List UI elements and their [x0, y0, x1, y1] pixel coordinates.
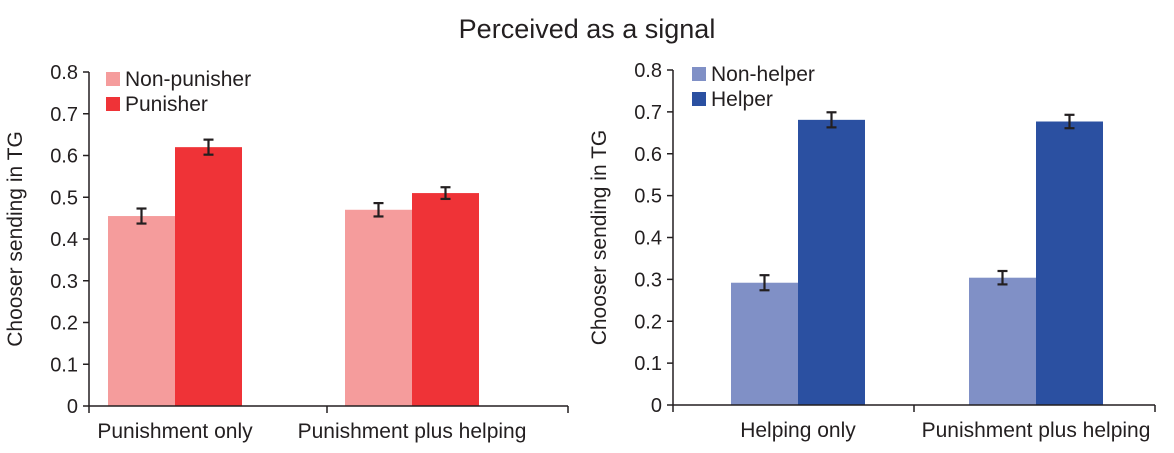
y-tick-label-1-1: 0.1 [634, 353, 662, 375]
y-tick-label-1-6: 0.6 [634, 144, 662, 166]
bar-helper-0 [798, 119, 865, 406]
y-tick-label-0-8: 0.8 [50, 62, 78, 84]
y-tick-label-0-7: 0.7 [50, 104, 78, 126]
legend-label-helper: Helper [711, 88, 773, 111]
bar-punisher-1 [412, 193, 479, 406]
category-label-1-0: Helping only [740, 419, 856, 442]
y-tick-label-0-6: 0.6 [50, 146, 78, 168]
y-tick-label-0-5: 0.5 [50, 187, 78, 209]
figure-title: Perceived as a signal [458, 14, 716, 44]
legend-swatch-punisher [106, 97, 120, 111]
y-tick-label-1-0: 0 [651, 395, 662, 417]
category-label-0-0: Punishment only [97, 420, 253, 443]
legend-label-punisher: Punisher [125, 93, 208, 116]
legend-label-non-helper: Non-helper [711, 63, 815, 86]
bar-non-punisher-0 [108, 216, 175, 406]
y-tick-label-0-1: 0.1 [50, 354, 78, 376]
legend-swatch-helper [692, 92, 706, 106]
bar-punisher-0 [175, 147, 242, 406]
y-tick-label-0-4: 0.4 [50, 229, 78, 251]
y-tick-label-1-5: 0.5 [634, 186, 662, 208]
legend-label-non-punisher: Non-punisher [125, 68, 251, 91]
y-tick-label-0-2: 0.2 [50, 313, 78, 335]
bar-non-punisher-1 [345, 209, 412, 406]
y-tick-label-1-7: 0.7 [634, 102, 662, 124]
legend-swatch-non-helper [692, 67, 706, 81]
bar-non-helper-0 [731, 282, 798, 405]
y-axis-label-1: Chooser sending in TG [588, 130, 611, 346]
y-tick-label-1-4: 0.4 [634, 228, 662, 250]
y-tick-label-1-2: 0.2 [634, 311, 662, 333]
category-label-0-1: Punishment plus helping [298, 420, 527, 443]
y-tick-label-0-3: 0.3 [50, 271, 78, 293]
category-label-1-1: Punishment plus helping [922, 419, 1151, 442]
legend-swatch-non-punisher [106, 72, 120, 86]
bar-helper-1 [1036, 121, 1103, 405]
y-tick-label-1-8: 0.8 [634, 60, 662, 82]
bar-non-helper-1 [969, 277, 1036, 405]
y-axis-label-0: Chooser sending in TG [4, 131, 27, 347]
y-tick-label-0-0: 0 [67, 396, 78, 418]
y-tick-label-1-3: 0.3 [634, 269, 662, 291]
